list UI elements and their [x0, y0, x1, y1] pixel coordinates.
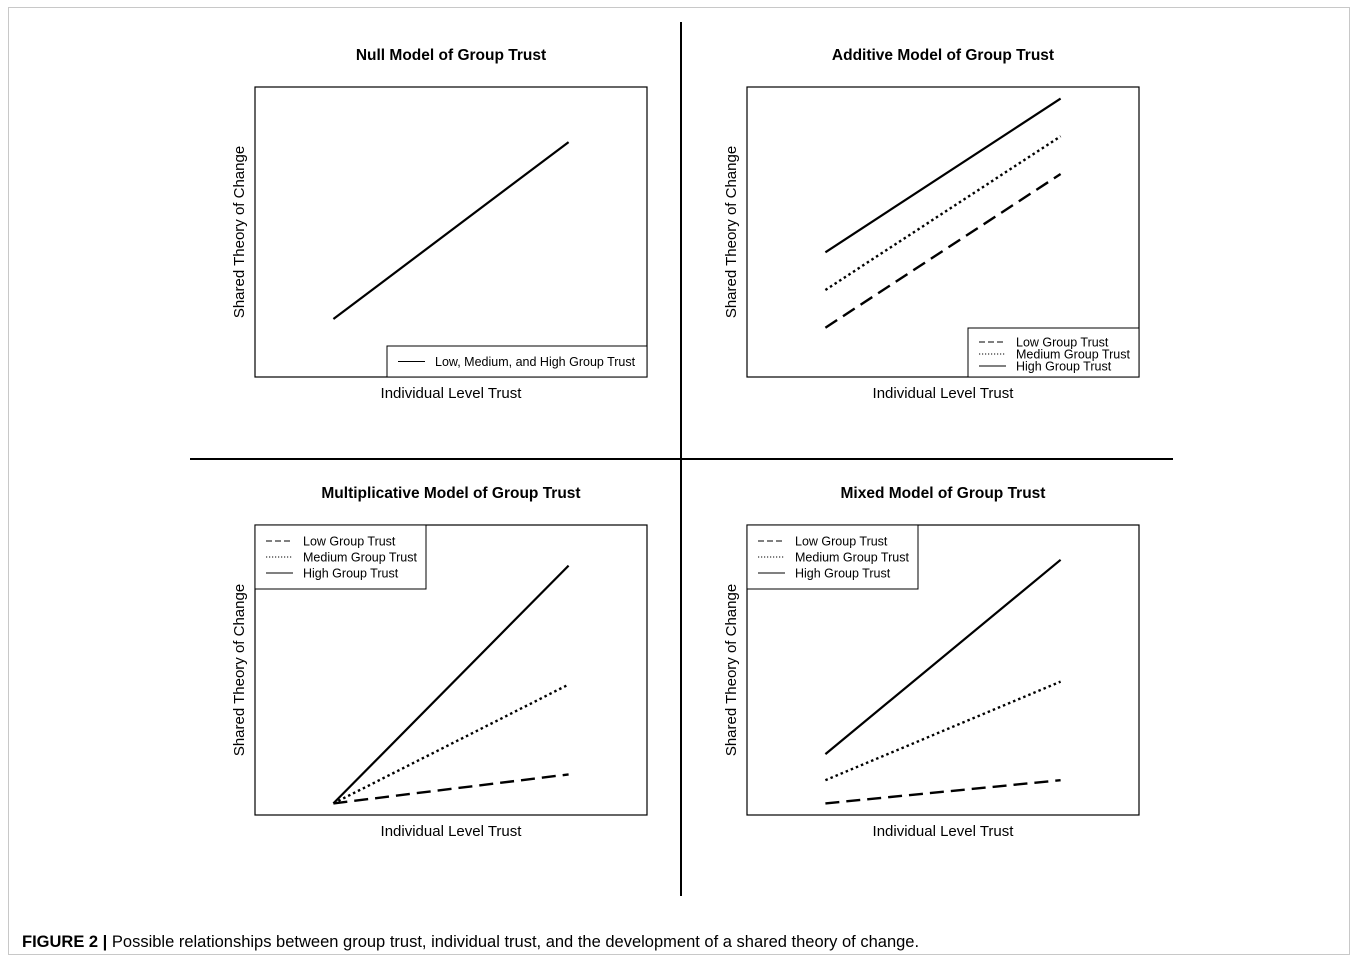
panel-4-legend-label-solid: High Group Trust	[795, 567, 891, 581]
panel-1-legend-label-solid: Low, Medium, and High Group Trust	[435, 355, 636, 369]
figure-caption-text: Possible relationships between group tru…	[111, 933, 920, 951]
panel-4-legend-frame	[746, 524, 919, 590]
panel-2-x-axis-label: Individual Level Trust	[873, 385, 1015, 402]
panel-2-y-axis-label: Shared Theory of Change	[723, 146, 740, 318]
panel-2-series-dotted-line	[824, 135, 1062, 292]
panel-4-title: Mixed Model of Group Trust	[841, 485, 1046, 502]
panel-4-x-axis-label: Individual Level Trust	[873, 823, 1015, 840]
panel-2-legend-label-dotted: Medium Group Trust	[1016, 348, 1130, 362]
panel-2-plot-frame	[746, 86, 1140, 378]
panel-4: Mixed Model of Group Trust Individual Lev…	[723, 485, 1140, 840]
panel-3-series-solid-line	[332, 564, 570, 805]
panel-1-y-axis-label: Shared Theory of Change	[231, 146, 248, 318]
figure-caption: FIGURE 2 | Possible relationships betwee…	[22, 933, 919, 952]
panel-1-legend-frame	[386, 345, 648, 378]
figure-caption-label: FIGURE 2 |	[22, 933, 108, 951]
panel-2-legend-label-dashed: Low Group Trust	[1016, 336, 1109, 350]
panel-3-y-axis-label: Shared Theory of Change	[231, 584, 248, 756]
panel-3-series-dotted-line	[332, 683, 570, 805]
panel-3-legend-label-dashed: Low Group Trust	[303, 535, 396, 549]
panel-2-title: Additive Model of Group Trust	[832, 47, 1054, 64]
panel-1-x-axis-label: Individual Level Trust	[381, 385, 523, 402]
panel-2: Additive Model of Group Trust Individual …	[723, 47, 1140, 402]
panel-3-title: Multiplicative Model of Group Trust	[321, 485, 580, 502]
panel-4-plot-frame	[746, 524, 1140, 816]
panel-4-y-axis-label: Shared Theory of Change	[723, 584, 740, 756]
panel-1-series-solid-line	[332, 141, 570, 320]
panel-2-legend-frame	[967, 327, 1140, 378]
panel-3-series-dashed-line	[333, 773, 569, 805]
panel-1-plot-frame	[254, 86, 648, 378]
panel-4-legend-label-dotted: Medium Group Trust	[795, 551, 909, 565]
panel-2-series-solid-line	[824, 97, 1062, 254]
panel-4-series-dashed-line	[825, 779, 1061, 805]
panel-2-series-dashed-line	[824, 172, 1062, 329]
panel-1: Null Model of Group Trust Individual Leve…	[231, 47, 648, 402]
panel-3-legend-label-solid: High Group Trust	[303, 567, 399, 581]
panel-2-legend-label-solid: High Group Trust	[1016, 360, 1112, 374]
panel-4-legend-label-dashed: Low Group Trust	[795, 535, 888, 549]
panel-1-title: Null Model of Group Trust	[356, 47, 546, 64]
panel-3: Multiplicative Model of Group Trust Indiv…	[231, 485, 648, 840]
panel-4-series-dotted-line	[824, 680, 1062, 782]
panel-3-plot-frame	[254, 524, 648, 816]
panel-3-x-axis-label: Individual Level Trust	[381, 823, 523, 840]
panel-3-legend-frame	[254, 524, 427, 590]
figure-frame	[8, 7, 1350, 955]
panel-3-legend-label-dotted: Medium Group Trust	[303, 551, 417, 565]
panel-4-series-solid-line	[824, 558, 1062, 755]
